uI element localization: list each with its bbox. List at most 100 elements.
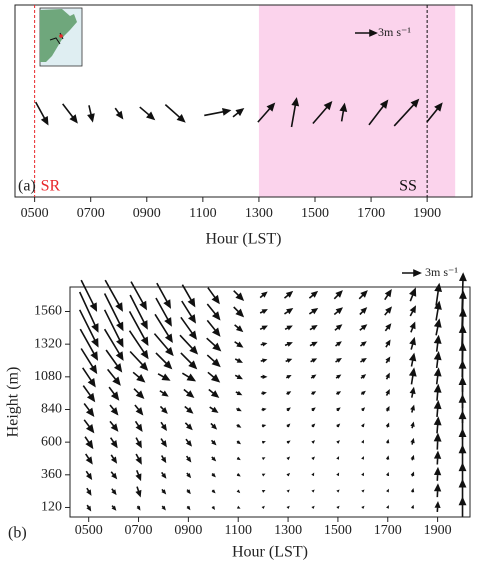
wind-vector bbox=[260, 358, 268, 363]
wind-vector bbox=[129, 350, 149, 371]
wind-vector bbox=[312, 101, 333, 125]
reference-vector bbox=[402, 269, 422, 277]
wind-vector bbox=[261, 391, 267, 396]
x-tick-label: 1700 bbox=[374, 523, 402, 538]
wind-vector bbox=[339, 102, 348, 122]
wind-vector bbox=[433, 432, 442, 450]
wind-vector bbox=[384, 323, 392, 332]
y-tick-label: 1080 bbox=[34, 369, 62, 384]
wind-vector bbox=[232, 107, 245, 118]
plot-frame bbox=[69, 286, 471, 518]
wind-vector bbox=[309, 325, 318, 331]
wind-vector bbox=[433, 351, 442, 369]
wind-vector bbox=[458, 496, 467, 517]
wind-vector bbox=[433, 416, 442, 434]
x-tick-label: 1500 bbox=[324, 523, 352, 538]
wind-vector bbox=[358, 290, 368, 300]
wind-vector bbox=[359, 341, 367, 347]
wind-vector bbox=[335, 374, 342, 379]
wind-vector bbox=[260, 342, 268, 347]
wind-vector bbox=[284, 325, 293, 331]
inset-site bbox=[59, 34, 63, 38]
wind-vector bbox=[233, 290, 245, 302]
y-tick-label: 1320 bbox=[34, 336, 62, 351]
wind-vector bbox=[87, 105, 95, 123]
reference-vector bbox=[355, 29, 378, 37]
wind-vector bbox=[135, 470, 142, 482]
wind-vector bbox=[334, 324, 343, 331]
wind-vector bbox=[206, 319, 221, 337]
wind-vector bbox=[109, 420, 119, 432]
wind-vector bbox=[336, 489, 340, 493]
wind-vector bbox=[210, 422, 218, 430]
wind-vector bbox=[336, 472, 340, 477]
wind-vector bbox=[181, 372, 197, 382]
wind-vector bbox=[186, 505, 191, 511]
x-axis-label: Hour (LST) bbox=[206, 231, 282, 248]
wind-vector bbox=[286, 505, 290, 510]
wind-vector bbox=[236, 489, 241, 494]
wind-vector bbox=[153, 333, 174, 357]
wind-vector bbox=[310, 374, 317, 379]
wind-vector bbox=[154, 313, 173, 343]
wind-vector bbox=[110, 454, 118, 464]
wind-vector bbox=[458, 272, 467, 317]
wind-vector bbox=[433, 466, 442, 481]
wind-vector bbox=[286, 407, 291, 412]
wind-vector bbox=[361, 423, 365, 428]
y-axis-label: Height (m) bbox=[5, 367, 22, 438]
wind-vector bbox=[161, 488, 167, 495]
wind-vector bbox=[135, 453, 142, 465]
x-tick-label: 1900 bbox=[424, 523, 452, 538]
wind-vector bbox=[257, 102, 276, 123]
wind-vector bbox=[433, 400, 442, 418]
wind-vector bbox=[179, 334, 199, 355]
wind-vector bbox=[409, 305, 416, 317]
wind-vector bbox=[180, 316, 198, 340]
daytime-shading bbox=[258, 5, 456, 197]
wind-vector bbox=[385, 405, 390, 412]
y-tick-label: 1560 bbox=[34, 304, 62, 319]
wind-vector bbox=[136, 505, 141, 511]
wind-vector bbox=[409, 321, 416, 333]
wind-vector bbox=[85, 470, 93, 481]
wind-vector bbox=[311, 505, 315, 510]
wind-vector bbox=[86, 504, 92, 512]
wind-vector bbox=[368, 99, 389, 126]
wind-vector bbox=[132, 371, 146, 383]
wind-vector bbox=[359, 307, 368, 316]
panel-label: (b) bbox=[8, 525, 27, 542]
wind-vector bbox=[135, 486, 142, 498]
plot-frame bbox=[14, 4, 473, 198]
wind-vector bbox=[311, 423, 316, 428]
wind-vector bbox=[409, 287, 417, 302]
wind-vector bbox=[159, 390, 169, 397]
wind-vector bbox=[410, 471, 415, 477]
wind-vector bbox=[384, 289, 392, 301]
wind-vector bbox=[128, 310, 149, 347]
wind-vector bbox=[359, 324, 368, 331]
wind-vector bbox=[261, 505, 265, 510]
wind-vector bbox=[286, 423, 291, 428]
wind-vector bbox=[409, 386, 416, 398]
wind-vector bbox=[335, 341, 342, 347]
reference-label: 3m s⁻¹ bbox=[378, 25, 411, 39]
wind-vector bbox=[335, 357, 342, 363]
wind-vector bbox=[361, 505, 365, 510]
wind-vector bbox=[434, 501, 441, 513]
wind-vector bbox=[108, 386, 120, 401]
wind-vector bbox=[310, 358, 318, 363]
wind-vector bbox=[385, 455, 390, 460]
wind-vector bbox=[385, 439, 390, 444]
wind-vector bbox=[204, 107, 232, 117]
wind-vector bbox=[84, 436, 94, 450]
x-tick-label: 0500 bbox=[21, 206, 49, 221]
wind-vector bbox=[186, 489, 191, 495]
wind-vector bbox=[385, 339, 391, 348]
wind-vector bbox=[410, 421, 415, 429]
wind-vector bbox=[286, 472, 291, 477]
wind-vector bbox=[361, 489, 365, 493]
wind-vector bbox=[433, 383, 442, 401]
wind-vector bbox=[360, 374, 367, 379]
